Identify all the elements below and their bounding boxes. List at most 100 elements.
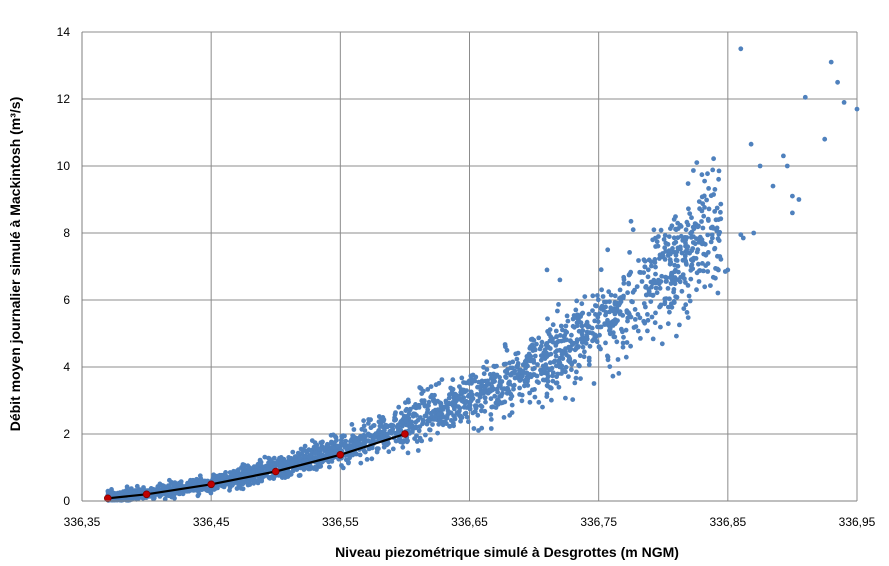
scatter-point — [545, 329, 550, 334]
scatter-point — [129, 486, 134, 491]
scatter-point — [531, 357, 536, 363]
scatter-point — [230, 471, 236, 477]
scatter-point — [536, 399, 542, 405]
scatter-point — [679, 250, 685, 256]
scatter-point — [545, 379, 551, 384]
scatter-point — [570, 316, 576, 322]
scatter-point — [403, 408, 409, 413]
scatter-point — [674, 258, 680, 263]
scatter-point — [560, 356, 566, 361]
scatter-point — [446, 395, 452, 401]
scatter-point — [660, 254, 666, 259]
scatter-point — [550, 322, 556, 328]
scatter-point — [420, 399, 426, 405]
scatter-point — [269, 458, 274, 463]
scatter-point — [688, 267, 694, 273]
scatter-point — [527, 399, 533, 405]
scatter-point — [708, 225, 714, 231]
scatter-point — [714, 205, 720, 211]
scatter-point — [662, 233, 668, 238]
scatter-point — [686, 293, 692, 299]
scatter-point — [679, 288, 685, 294]
scatter-point — [428, 410, 434, 416]
scatter-point — [650, 293, 656, 298]
scatter-point — [757, 163, 763, 169]
scatter-point — [579, 340, 585, 345]
scatter-point — [653, 264, 658, 270]
scatter-point — [659, 273, 665, 279]
scatter-point — [417, 435, 423, 441]
scatter-point — [529, 344, 535, 350]
scatter-point — [685, 222, 691, 228]
scatter-point — [666, 304, 671, 310]
scatter-point — [369, 456, 375, 462]
scatter-point — [677, 322, 682, 328]
scatter-point — [312, 450, 318, 456]
scatter-point — [564, 337, 569, 343]
scatter-point — [491, 386, 497, 392]
scatter-point — [563, 364, 569, 370]
scatter-point — [556, 302, 561, 307]
scatter-point — [482, 385, 488, 390]
scatter-point — [534, 341, 539, 347]
scatter-point — [706, 206, 712, 212]
scatter-point — [710, 167, 716, 173]
scatter-point — [751, 230, 757, 236]
scatter-point — [274, 460, 280, 465]
scatter-point — [563, 323, 569, 329]
scatter-point — [312, 446, 317, 451]
scatter-point — [469, 396, 474, 401]
scatter-point — [712, 209, 718, 214]
scatter-point — [339, 463, 344, 468]
scatter-point — [634, 284, 640, 289]
scatter-point — [671, 235, 677, 241]
scatter-point — [705, 232, 711, 238]
scatter-point — [559, 363, 565, 369]
scatter-point — [389, 430, 394, 436]
scatter-point — [705, 269, 711, 274]
scatter-point — [570, 397, 576, 402]
scatter-point — [396, 430, 401, 436]
scatter-point — [692, 241, 698, 247]
red-marker — [401, 430, 409, 438]
scatter-point — [543, 342, 549, 348]
scatter-point — [702, 284, 708, 290]
scatter-point — [666, 234, 672, 240]
scatter-point — [324, 443, 330, 449]
scatter-point — [590, 338, 595, 344]
scatter-point — [491, 363, 497, 369]
scatter-point — [227, 487, 232, 493]
scatter-point — [623, 354, 629, 360]
scatter-point — [278, 456, 283, 462]
scatter-point — [559, 371, 564, 376]
scatter-point — [602, 321, 608, 326]
scatter-point — [796, 197, 802, 202]
scatter-point — [713, 217, 719, 223]
scatter-point — [424, 410, 430, 416]
scatter-point — [593, 312, 598, 317]
y-tick-label: 0 — [63, 494, 70, 508]
scatter-point — [612, 293, 618, 299]
scatter-point — [501, 415, 507, 420]
scatter-point — [458, 396, 463, 402]
scatter-point — [715, 266, 720, 272]
scatter-point — [624, 340, 630, 345]
scatter-point — [368, 417, 373, 423]
scatter-point — [204, 488, 210, 493]
scatter-point — [621, 334, 626, 340]
scatter-point — [828, 59, 834, 65]
scatter-point — [470, 410, 476, 416]
scatter-point — [574, 369, 579, 375]
scatter-point — [603, 312, 608, 318]
scatter-point — [658, 279, 664, 284]
scatter-point — [583, 340, 589, 346]
scatter-point — [430, 422, 435, 427]
scatter-point — [545, 316, 550, 322]
scatter-point — [563, 395, 568, 401]
scatter-point — [607, 364, 613, 369]
scatter-point — [599, 287, 604, 293]
y-tick-label: 4 — [63, 360, 70, 374]
scatter-point — [411, 404, 417, 410]
scatter-point — [438, 406, 443, 412]
scatter-point — [298, 446, 304, 452]
